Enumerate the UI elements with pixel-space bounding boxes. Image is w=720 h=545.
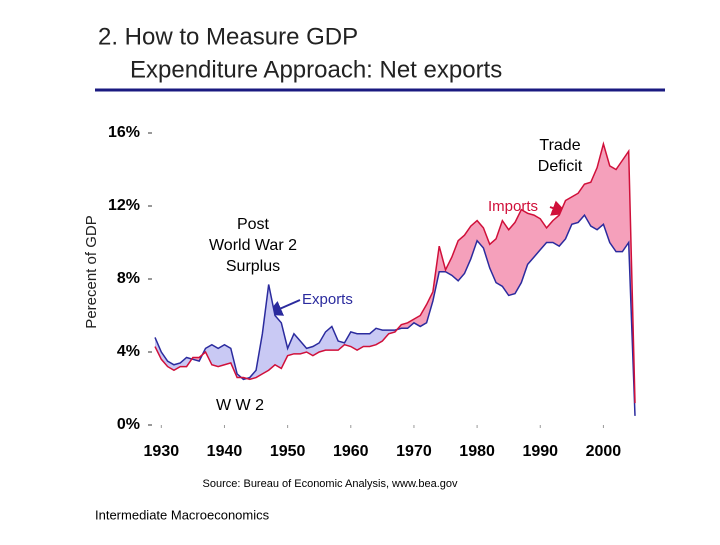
series-line [154, 141, 636, 404]
x-tick-label: 1990 [522, 443, 558, 460]
x-tick-label: 2000 [586, 443, 622, 460]
x-tick-label: 1940 [207, 443, 243, 460]
annotation: Deficit [538, 158, 583, 175]
y-axis-label: Perecent of GDP [83, 215, 100, 328]
y-tick-label: 4% [117, 343, 140, 360]
slide-title: 2. How to Measure GDP [98, 23, 358, 50]
x-tick-label: 1960 [333, 443, 369, 460]
x-tick-label: 1980 [459, 443, 495, 460]
y-tick-label: 16% [108, 124, 140, 141]
series-line [154, 213, 636, 416]
annotation: W W 2 [216, 397, 264, 414]
x-tick-label: 1970 [396, 443, 432, 460]
footer: Intermediate Macroeconomics [95, 507, 270, 522]
source: Source: Bureau of Economic Analysis, www… [203, 478, 458, 490]
exports-label: Exports [302, 291, 353, 308]
annotation: World War 2 [209, 237, 297, 254]
imports-label: Imports [488, 198, 538, 215]
x-tick-label: 1930 [144, 443, 180, 460]
y-tick-label: 0% [117, 416, 140, 433]
slide-subtitle: Expenditure Approach: Net exports [130, 56, 502, 83]
y-tick-label: 12% [108, 197, 140, 214]
annotation: Surplus [226, 258, 280, 275]
y-tick-label: 8% [117, 270, 140, 287]
annotation: Trade [539, 137, 580, 154]
annotation: Post [237, 216, 270, 233]
x-tick-label: 1950 [270, 443, 306, 460]
